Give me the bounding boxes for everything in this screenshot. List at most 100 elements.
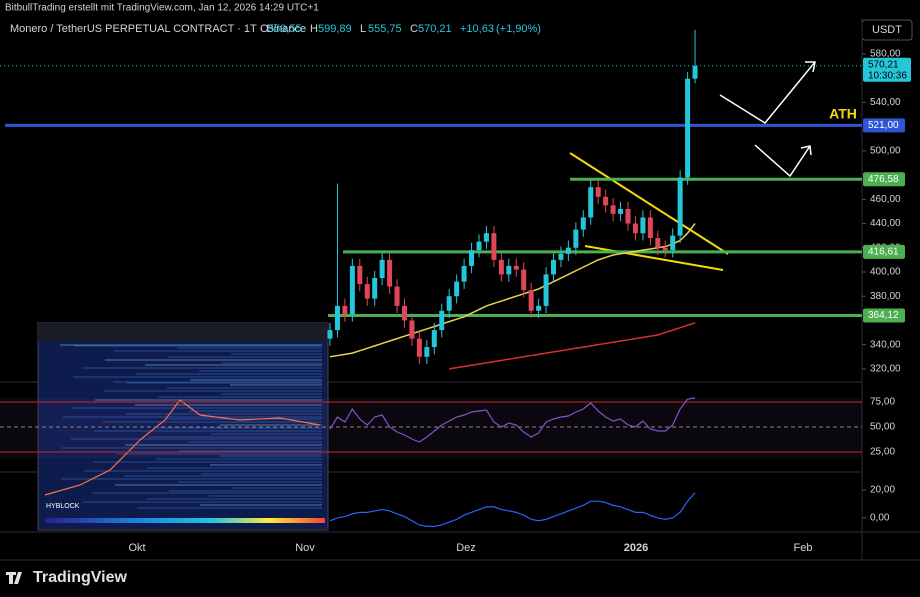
candle-body <box>402 305 407 321</box>
x-tick-label: Dez <box>456 542 476 554</box>
y-tick-label: 500,00 <box>870 145 901 156</box>
y-tick-label: 580,00 <box>870 49 901 60</box>
header-text: C <box>410 23 418 35</box>
candle-body <box>685 78 691 178</box>
level-tag <box>863 308 905 323</box>
candle-body <box>461 265 467 282</box>
candle-body <box>498 259 504 275</box>
level-label: 364,12 <box>868 310 899 321</box>
candle-body <box>677 177 683 236</box>
candle-body <box>640 217 646 234</box>
candle-body <box>334 305 340 331</box>
y-tick-label: 25,00 <box>870 447 895 458</box>
candle-body <box>446 296 452 311</box>
candle-body <box>588 187 594 218</box>
last-price-tag <box>863 57 911 82</box>
footer-brand: TradingView <box>33 569 128 586</box>
candle-body <box>670 235 676 251</box>
inset-brand: HYBLOCK <box>46 503 80 510</box>
last-price-label: 570,21 <box>868 59 899 70</box>
x-tick-label: Okt <box>128 542 145 554</box>
header-text: Monero / TetherUS PERPETUAL CONTRACT · 1… <box>10 23 306 35</box>
level-label: 476,58 <box>868 174 899 185</box>
candle-body <box>476 241 482 251</box>
y-tick-label: 340,00 <box>870 339 901 350</box>
arrow-drawing <box>719 61 816 178</box>
countdown: 10:30:36 <box>868 70 907 81</box>
candle-body <box>580 217 586 230</box>
footer-logo <box>6 572 22 584</box>
candle-body <box>387 259 393 287</box>
x-tick-label: Feb <box>794 542 813 554</box>
y-tick-label: 50,00 <box>870 422 895 433</box>
candle-body <box>543 274 549 306</box>
y-tick-label: 440,00 <box>870 218 901 229</box>
rsi-band <box>0 398 862 458</box>
candle-body <box>469 250 475 266</box>
macd-line <box>329 492 696 527</box>
y-tick-label: 20,00 <box>870 485 895 496</box>
candle-body <box>327 330 333 339</box>
header-text: O <box>260 23 269 35</box>
candle-body <box>521 269 527 291</box>
header-text: 559,55 <box>268 23 302 35</box>
candle-body <box>409 320 415 339</box>
candle-body <box>536 305 542 311</box>
candle-body <box>632 223 638 234</box>
candle-body <box>454 281 460 297</box>
header-text: L <box>360 23 366 35</box>
level-tag <box>863 172 905 187</box>
candle-body <box>372 278 378 299</box>
y-tick-label: 0,00 <box>870 513 890 524</box>
level-tag <box>863 244 905 259</box>
candle-body <box>565 247 571 254</box>
heatmap-price <box>44 399 321 496</box>
header-text: +10,63 <box>460 23 494 35</box>
y-tick-label: 460,00 <box>870 194 901 205</box>
moving-average <box>329 223 696 358</box>
level-tag <box>863 118 905 133</box>
candle-body <box>424 347 430 357</box>
candle-body <box>349 265 355 315</box>
candle-body <box>416 338 422 357</box>
candle-body <box>379 259 385 279</box>
candle-body <box>491 233 497 260</box>
candle-body <box>647 217 653 239</box>
level-label: 416,61 <box>868 246 899 257</box>
candle-body <box>364 284 370 299</box>
candle-body <box>618 208 624 214</box>
moving-average <box>449 322 696 370</box>
currency: USDT <box>872 24 902 36</box>
level-label: 521,00 <box>868 120 899 131</box>
attribution: BitbullTrading erstellt mit TradingView.… <box>5 3 319 14</box>
rsi-line <box>329 397 696 443</box>
header-text: 599,89 <box>318 23 352 35</box>
candle-body <box>625 208 631 224</box>
candle-body <box>692 65 698 79</box>
header-text: (+1,90%) <box>496 23 541 35</box>
candle-body <box>595 187 601 197</box>
candle-body <box>513 265 519 270</box>
y-tick-label: 380,00 <box>870 291 901 302</box>
header-text: H <box>310 23 318 35</box>
ath-label: ATH <box>829 106 857 122</box>
x-tick-label: 2026 <box>624 542 648 554</box>
y-tick-label: 540,00 <box>870 97 901 108</box>
candle-body <box>342 305 348 315</box>
candle-body <box>551 259 556 275</box>
y-tick-label: 400,00 <box>870 267 901 278</box>
symbol-line: Monero / TetherUS PERPETUAL CONTRACT · 1… <box>10 23 541 35</box>
candle-body <box>573 229 579 248</box>
header-text: 570,21 <box>418 23 452 35</box>
x-tick-label: Nov <box>295 542 315 554</box>
candle-body <box>439 310 445 331</box>
candle-body <box>506 265 512 275</box>
candle-body <box>662 247 668 251</box>
candle-body <box>558 253 564 260</box>
candle-body <box>655 238 661 248</box>
y-tick-label: 75,00 <box>870 397 895 408</box>
triangle-drawing <box>569 152 729 271</box>
candle-body <box>528 290 534 311</box>
